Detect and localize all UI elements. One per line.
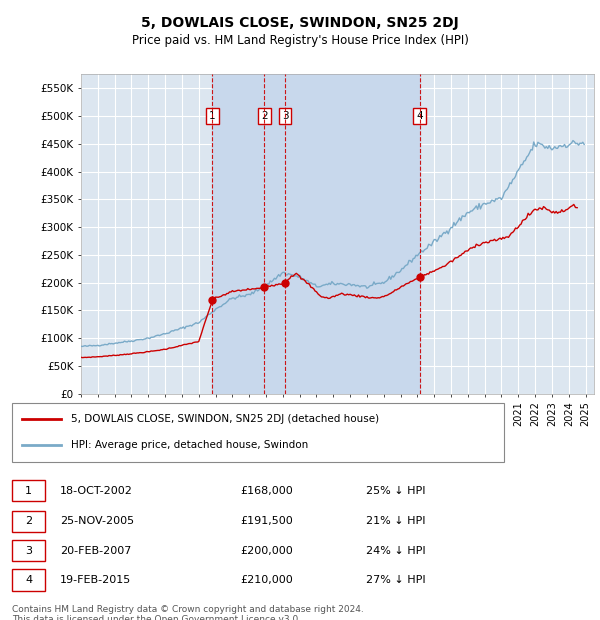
Text: £191,500: £191,500 <box>240 516 293 526</box>
Text: £200,000: £200,000 <box>240 546 293 556</box>
Text: 1: 1 <box>209 111 215 121</box>
Text: 5, DOWLAIS CLOSE, SWINDON, SN25 2DJ: 5, DOWLAIS CLOSE, SWINDON, SN25 2DJ <box>141 16 459 30</box>
Text: 3: 3 <box>282 111 289 121</box>
Text: HPI: Average price, detached house, Swindon: HPI: Average price, detached house, Swin… <box>71 440 308 450</box>
Text: 2: 2 <box>261 111 268 121</box>
Text: 25% ↓ HPI: 25% ↓ HPI <box>366 485 425 496</box>
Text: 21% ↓ HPI: 21% ↓ HPI <box>366 516 425 526</box>
Text: 24% ↓ HPI: 24% ↓ HPI <box>366 546 425 556</box>
FancyBboxPatch shape <box>12 569 45 591</box>
Text: 20-FEB-2007: 20-FEB-2007 <box>60 546 131 556</box>
Bar <box>212 74 419 394</box>
Text: 27% ↓ HPI: 27% ↓ HPI <box>366 575 425 585</box>
Text: 1: 1 <box>25 485 32 496</box>
FancyBboxPatch shape <box>12 403 504 462</box>
Text: 3: 3 <box>25 546 32 556</box>
Text: Price paid vs. HM Land Registry's House Price Index (HPI): Price paid vs. HM Land Registry's House … <box>131 34 469 47</box>
FancyBboxPatch shape <box>12 480 45 502</box>
Text: Contains HM Land Registry data © Crown copyright and database right 2024.
This d: Contains HM Land Registry data © Crown c… <box>12 604 364 620</box>
Text: 25-NOV-2005: 25-NOV-2005 <box>60 516 134 526</box>
Text: 4: 4 <box>416 111 423 121</box>
FancyBboxPatch shape <box>12 511 45 532</box>
Text: 18-OCT-2002: 18-OCT-2002 <box>60 485 133 496</box>
Text: 19-FEB-2015: 19-FEB-2015 <box>60 575 131 585</box>
Text: £168,000: £168,000 <box>240 485 293 496</box>
FancyBboxPatch shape <box>12 540 45 562</box>
Text: 4: 4 <box>25 575 32 585</box>
Text: 5, DOWLAIS CLOSE, SWINDON, SN25 2DJ (detached house): 5, DOWLAIS CLOSE, SWINDON, SN25 2DJ (det… <box>71 415 379 425</box>
Text: £210,000: £210,000 <box>240 575 293 585</box>
Text: 2: 2 <box>25 516 32 526</box>
